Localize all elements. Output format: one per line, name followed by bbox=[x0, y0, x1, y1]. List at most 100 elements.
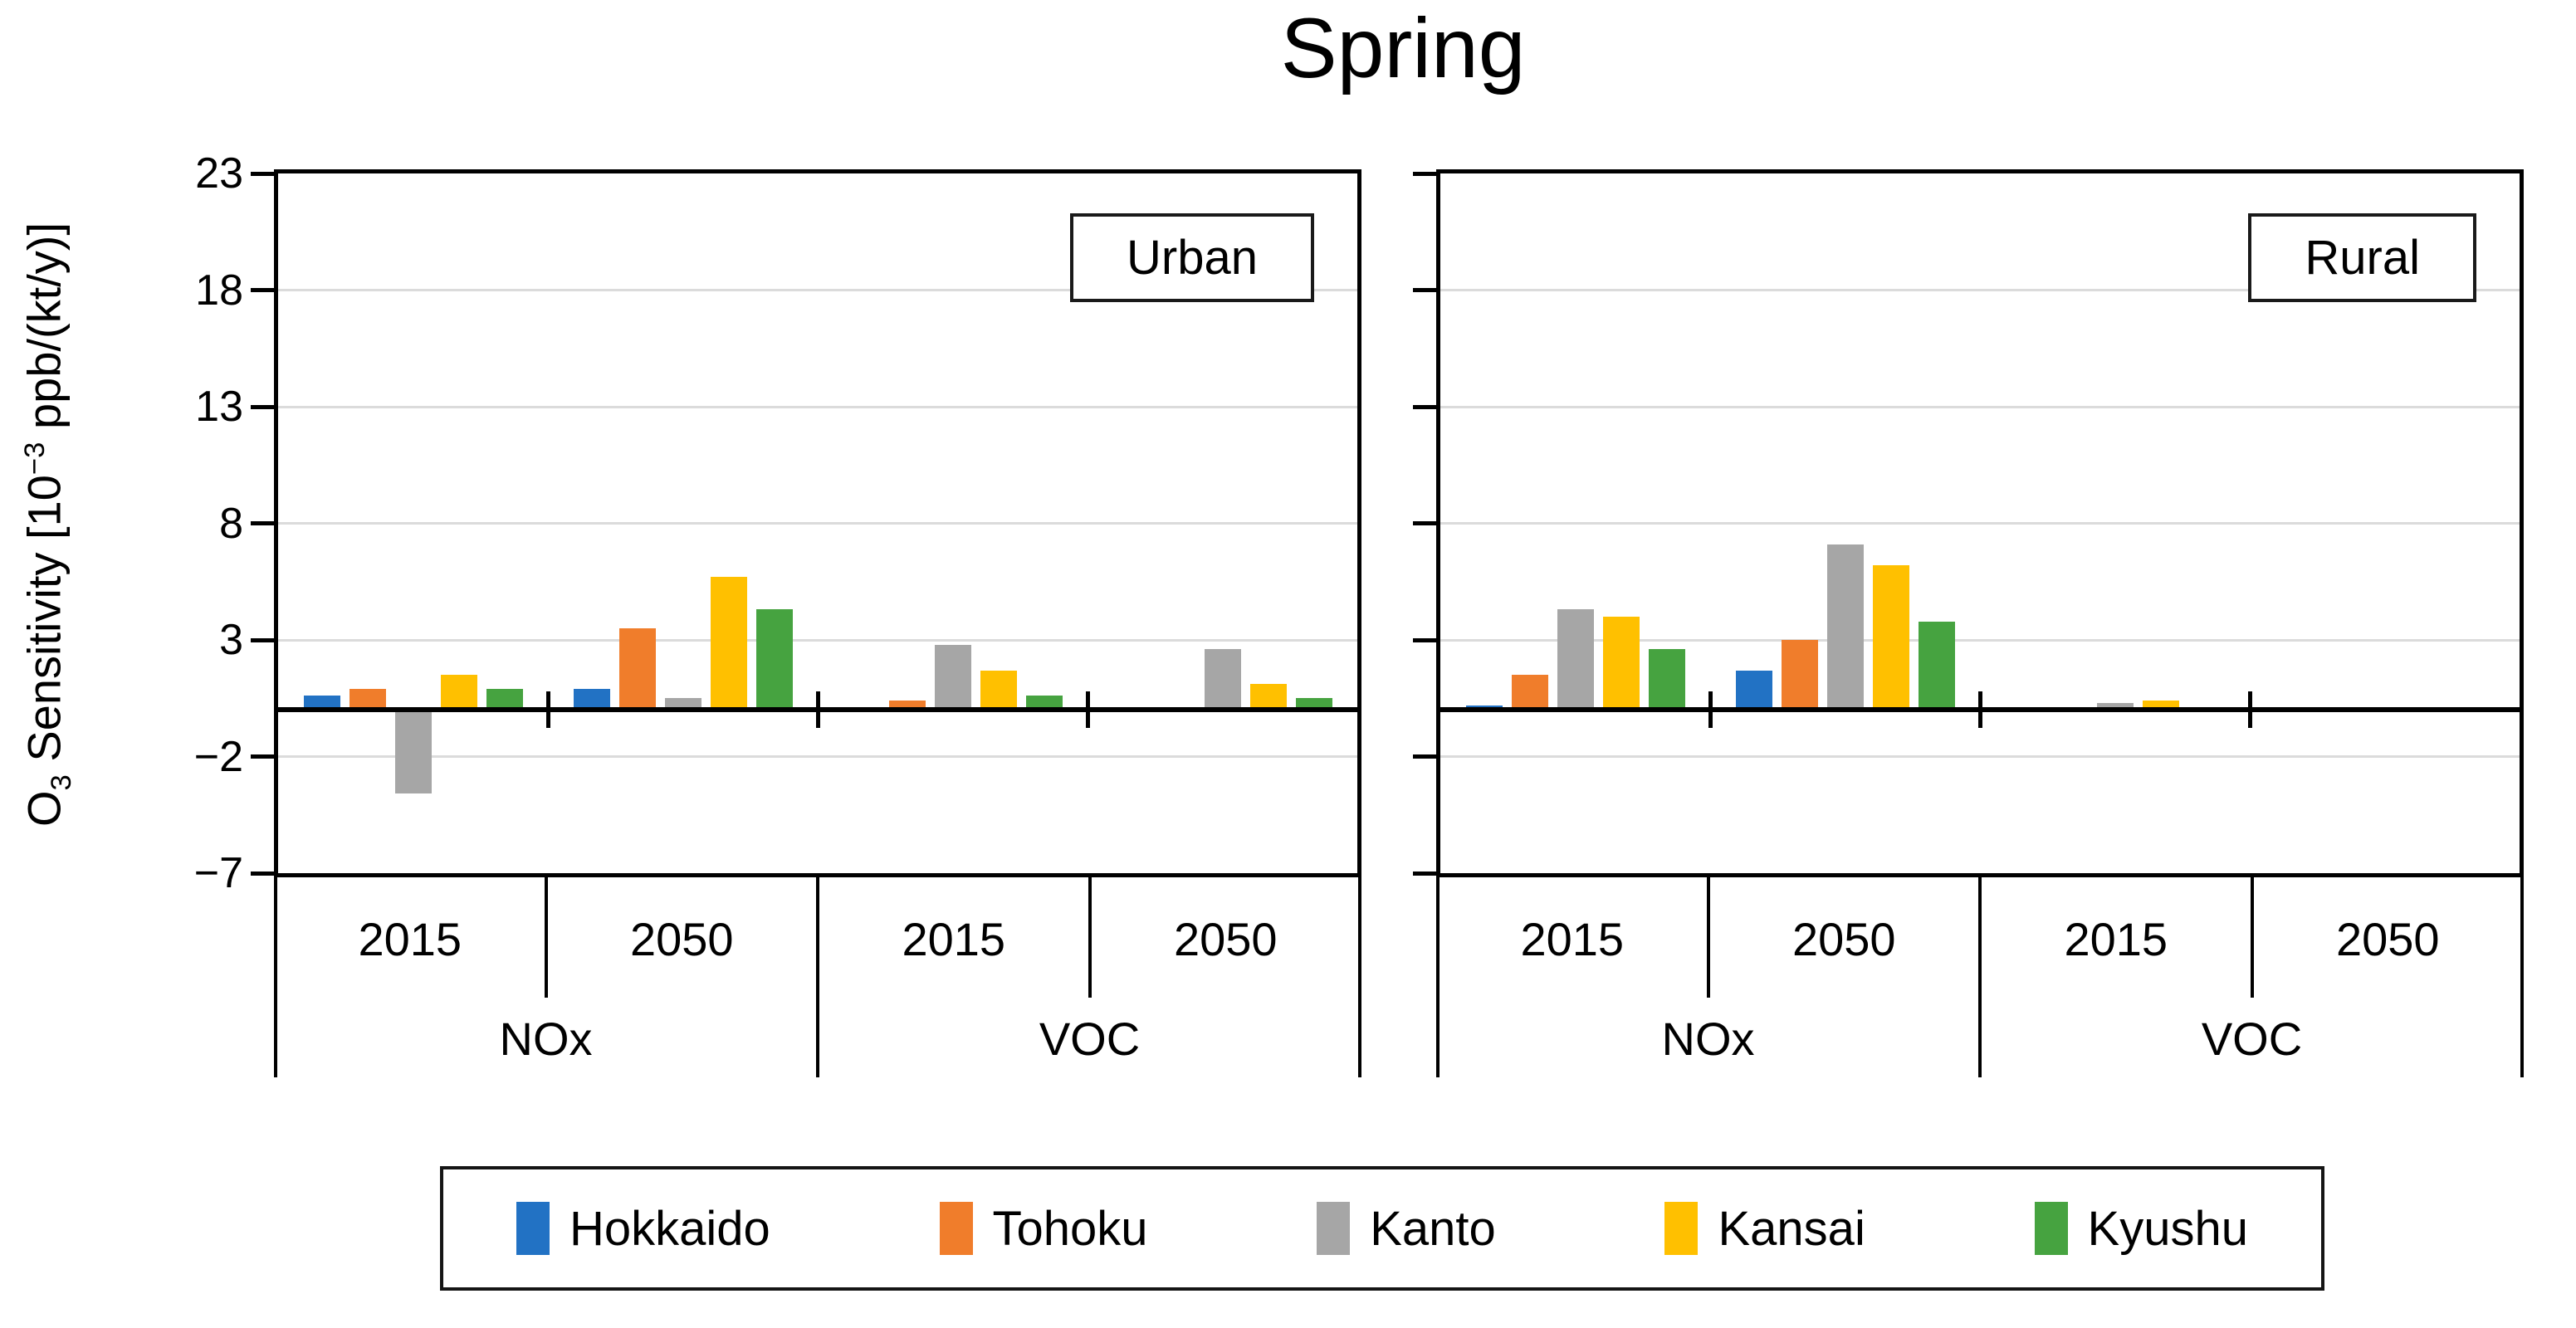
bar-kansai-nox-2015 bbox=[440, 675, 477, 710]
bar-kansai-nox-2050 bbox=[1872, 565, 1909, 710]
year-label: 2050 bbox=[629, 913, 734, 965]
legend-swatch bbox=[939, 1202, 973, 1255]
bar-kyushu-nox-2050 bbox=[755, 609, 793, 710]
bar-tohoku-nox-2015 bbox=[349, 689, 386, 710]
bar-kansai-nox-2050 bbox=[710, 577, 747, 710]
y-tick bbox=[1413, 754, 1436, 759]
gridline bbox=[278, 522, 1357, 525]
y-tick bbox=[1413, 871, 1436, 876]
legend-item: Hokkaido bbox=[516, 1201, 770, 1257]
bar-tohoku-nox-2015 bbox=[1511, 675, 1548, 710]
panel-label-rural: Rural bbox=[2248, 213, 2476, 302]
y-tick bbox=[251, 871, 274, 876]
bar-tohoku-nox-2050 bbox=[618, 627, 656, 710]
bar-kanto-nox-2015 bbox=[394, 710, 432, 794]
y-tick-label: −2 bbox=[193, 732, 243, 781]
legend-swatch bbox=[516, 1202, 550, 1255]
y-tick bbox=[251, 404, 274, 409]
y-tick-label: −7 bbox=[193, 849, 243, 897]
zero-axis-group-tick bbox=[1085, 691, 1090, 729]
y-tick bbox=[1413, 171, 1436, 176]
bar-kanto-voc-2050 bbox=[1204, 649, 1241, 710]
bar-hokkaido-nox-2015 bbox=[303, 696, 340, 710]
bar-kansai-voc-2015 bbox=[980, 670, 1017, 710]
legend-label: Kansai bbox=[1718, 1201, 1865, 1256]
zero-axis-group-tick bbox=[1977, 691, 1982, 729]
bar-kyushu-nox-2050 bbox=[1918, 621, 1955, 710]
bar-hokkaido-nox-2050 bbox=[1735, 670, 1772, 710]
y-tick bbox=[1413, 637, 1436, 642]
y-axis-label: O3 Sensitivity [10−3 ppb/(kt/y)] bbox=[17, 222, 77, 828]
bar-tohoku-nox-2050 bbox=[1781, 640, 1818, 710]
year-label: 2050 bbox=[1173, 913, 1278, 965]
x-axis-separator bbox=[1358, 877, 1361, 1077]
gridline bbox=[1440, 522, 2520, 525]
year-label: 2050 bbox=[1791, 913, 1896, 965]
zero-axis-group-tick bbox=[1708, 691, 1713, 729]
legend-swatch bbox=[2034, 1202, 2068, 1255]
year-label: 2015 bbox=[1520, 913, 1625, 965]
y-tick-label: 3 bbox=[219, 616, 243, 664]
gridline bbox=[278, 405, 1357, 408]
year-label: 2015 bbox=[902, 913, 1006, 965]
y-tick bbox=[251, 288, 274, 292]
x-axis-separator bbox=[1706, 877, 1710, 998]
x-axis-separator bbox=[1436, 877, 1440, 1077]
gridline bbox=[1440, 405, 2520, 408]
legend-label: Kanto bbox=[1370, 1201, 1496, 1256]
y-tick-label: 13 bbox=[195, 383, 243, 431]
legend: Hokkaido Tohoku Kanto Kansai Kyushu bbox=[440, 1166, 2324, 1291]
legend-item: Kanto bbox=[1317, 1201, 1496, 1257]
legend-label: Kyushu bbox=[2087, 1201, 2248, 1256]
x-axis-separator bbox=[544, 877, 548, 998]
y-tick bbox=[251, 637, 274, 642]
year-label: 2015 bbox=[2064, 913, 2168, 965]
year-label: 2015 bbox=[358, 913, 462, 965]
bar-kanto-nox-2015 bbox=[1557, 609, 1594, 710]
legend-item: Kyushu bbox=[2034, 1201, 2248, 1257]
pollutant-label: VOC bbox=[2201, 1013, 2303, 1065]
bar-kyushu-voc-2015 bbox=[1025, 696, 1063, 710]
y-tick bbox=[1413, 288, 1436, 292]
legend-label: Tohoku bbox=[992, 1201, 1148, 1256]
y-tick bbox=[251, 171, 274, 176]
zero-axis-group-tick bbox=[815, 691, 820, 729]
legend-item: Tohoku bbox=[939, 1201, 1148, 1257]
legend-swatch bbox=[1317, 1202, 1351, 1255]
legend-item: Kansai bbox=[1664, 1201, 1865, 1257]
gridline bbox=[278, 289, 1357, 291]
pollutant-label: VOC bbox=[1039, 1013, 1141, 1065]
bar-kanto-nox-2050 bbox=[664, 698, 701, 710]
panel-urban: 23 18 13 8 3 −2 −7 Urban bbox=[194, 149, 1361, 897]
panel-label-urban: Urban bbox=[1070, 213, 1314, 302]
bar-kyushu-nox-2015 bbox=[486, 689, 523, 710]
bar-kanto-voc-2015 bbox=[934, 644, 971, 710]
x-axis-separator bbox=[816, 877, 819, 1077]
year-label: 2050 bbox=[2335, 913, 2440, 965]
x-axis-rural: 2015 2050 2015 2050 NOx VOC bbox=[1436, 877, 2524, 1081]
x-axis-separator bbox=[2520, 877, 2524, 1077]
bar-hokkaido-nox-2050 bbox=[573, 689, 610, 710]
gridline bbox=[278, 755, 1357, 758]
y-tick-label: 23 bbox=[195, 149, 243, 198]
x-axis-separator bbox=[1088, 877, 1092, 998]
x-axis-separator bbox=[1978, 877, 1982, 1077]
bar-kyushu-voc-2050 bbox=[1295, 698, 1332, 710]
pollutant-label: NOx bbox=[1661, 1013, 1755, 1065]
x-axis-separator bbox=[2250, 877, 2254, 998]
y-tick-label: 18 bbox=[195, 266, 243, 315]
zero-axis-group-tick bbox=[2247, 691, 2252, 729]
x-axis-urban: 2015 2050 2015 2050 NOx VOC bbox=[274, 877, 1361, 1081]
bar-kansai-voc-2015 bbox=[2142, 701, 2179, 710]
panel-rural: Rural bbox=[1413, 169, 2524, 877]
bar-tohoku-voc-2015 bbox=[888, 701, 926, 710]
pollutant-label: NOx bbox=[499, 1013, 593, 1065]
y-tick bbox=[1413, 521, 1436, 525]
bar-kanto-voc-2015 bbox=[2096, 702, 2134, 710]
chart-title: Spring bbox=[1280, 1, 1526, 95]
legend-label: Hokkaido bbox=[569, 1201, 770, 1256]
gridline bbox=[1440, 289, 2520, 291]
y-tick bbox=[1413, 404, 1436, 409]
gridline bbox=[1440, 638, 2520, 642]
bar-kanto-nox-2050 bbox=[1826, 544, 1864, 710]
